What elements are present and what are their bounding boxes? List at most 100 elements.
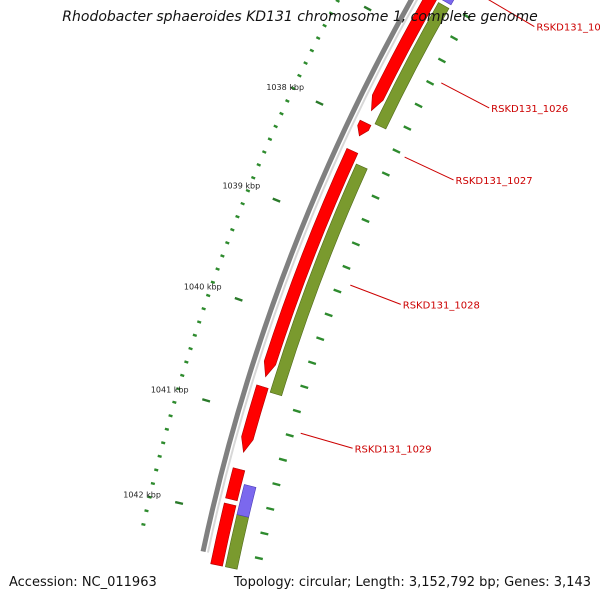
gc-dot — [315, 36, 321, 41]
inner-mark — [403, 125, 412, 131]
gc-dot — [153, 468, 159, 472]
gc-dot — [168, 414, 173, 418]
gc-dot — [176, 387, 181, 391]
gc-dot — [322, 23, 327, 28]
gc-dot — [150, 481, 156, 486]
gc-dot — [291, 86, 296, 91]
gene-label-leader — [350, 284, 401, 305]
gc-dot — [220, 254, 225, 258]
gc-dot — [250, 175, 256, 180]
inner-mark — [272, 482, 281, 487]
gc-dot — [235, 214, 240, 219]
scale-tick-label: 1042 kbp — [123, 490, 161, 499]
inner-mark — [254, 556, 264, 561]
genome-summary-text: Topology: circular; Length: 3,152,792 bp… — [233, 575, 591, 590]
gc-dot — [172, 400, 177, 404]
gene-label: RSKD131_1027 — [456, 176, 533, 187]
inner-mark — [324, 312, 333, 318]
other-feature-bar — [236, 484, 257, 518]
gc-dot — [285, 99, 290, 103]
gc-dot — [297, 73, 302, 78]
inner-mark — [342, 264, 351, 270]
gc-dot — [164, 427, 170, 431]
gene-label: RSKD131_1026 — [491, 104, 568, 115]
gc-dot — [147, 495, 152, 499]
scale-tick-label: 1041 kbp — [151, 386, 189, 395]
gc-dot — [144, 509, 149, 513]
inner-mark — [361, 217, 370, 224]
scale-tick-label: 1040 kbp — [184, 283, 222, 292]
gc-dot — [230, 227, 235, 232]
inner-mark — [351, 241, 360, 247]
inner-mark — [371, 194, 380, 200]
backbone-highlight — [206, 0, 419, 553]
gc-dot — [328, 11, 334, 16]
map-title: Rhodobacter sphaeroides KD131 chromosome… — [62, 9, 538, 25]
other-feature-bar — [441, 0, 455, 6]
gene-label-leader — [441, 82, 490, 109]
gc-dot — [192, 333, 198, 338]
forward-cds-arrow — [241, 384, 269, 453]
backbone-track — [200, 0, 419, 553]
inner-mark — [449, 35, 459, 42]
scale-tick — [272, 197, 281, 203]
accession-text: Accession: NC_011963 — [9, 575, 157, 590]
inner-mark — [285, 433, 294, 438]
gc-dot — [245, 188, 251, 193]
inner-mark — [292, 408, 302, 414]
gc-skew-track — [141, 0, 471, 561]
gc-dot — [184, 360, 189, 364]
forward-cds-arrow — [371, 0, 437, 112]
scale-tick — [234, 296, 243, 302]
gc-dot — [273, 124, 278, 129]
scale-tick — [363, 5, 372, 12]
gc-dot — [201, 306, 206, 311]
inner-mark — [437, 57, 447, 64]
gene-label: RSKD131_1025 — [536, 23, 600, 34]
reverse-cds-bar — [374, 2, 450, 130]
gene-label-leader — [300, 432, 353, 449]
gc-dot — [157, 454, 162, 459]
inner-mark — [462, 13, 471, 20]
gc-dot — [240, 201, 245, 206]
reverse-cds-bar — [269, 163, 368, 397]
gc-dot — [279, 111, 284, 116]
gc-dot — [196, 320, 202, 324]
gc-dot — [256, 162, 262, 167]
gene-labels: RSKD131_1025 RSKD131_1026 RSKD131_1027 RSKD… — [300, 0, 600, 455]
forward-cds-arrow — [210, 502, 237, 567]
scale-tick — [201, 398, 211, 403]
gc-dot — [225, 240, 230, 245]
gene-label: RSKD131_1028 — [403, 300, 480, 311]
forward-cds-arrow — [263, 147, 359, 378]
gc-dot — [215, 267, 220, 271]
feature-tracks — [210, 0, 455, 570]
gc-dot — [303, 61, 308, 66]
scale-tick-label: 1039 kbp — [222, 182, 260, 191]
gc-dot — [141, 522, 146, 527]
gc-dot — [180, 373, 185, 378]
scale-tick-label: 1038 kbp — [266, 83, 304, 92]
scale-tick — [315, 100, 324, 106]
inner-mark — [333, 288, 342, 294]
inner-mark — [278, 457, 288, 462]
inner-mark — [260, 531, 269, 536]
gene-label-leader — [488, 0, 535, 28]
gc-dot — [335, 0, 341, 3]
scale-tick — [174, 500, 184, 506]
gc-dot — [210, 280, 216, 285]
forward-cds-arrow — [357, 119, 372, 137]
forward-cds-arrow — [225, 467, 246, 502]
gc-dot — [309, 48, 315, 53]
inner-mark — [266, 506, 275, 511]
inner-mark — [414, 102, 423, 109]
inner-mark — [316, 336, 325, 342]
inner-mark — [392, 148, 401, 154]
inner-mark — [300, 384, 309, 390]
gc-dot — [188, 346, 193, 351]
gene-label: RSKD131_1029 — [355, 444, 432, 455]
inner-mark — [381, 171, 390, 177]
